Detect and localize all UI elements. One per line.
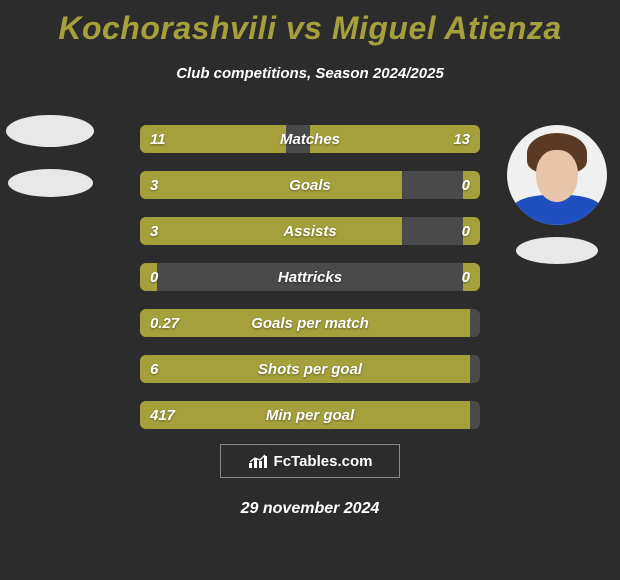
stat-value-right: 0 — [462, 171, 470, 199]
stats-container: 11Matches133Goals03Assists00Hattricks00.… — [140, 125, 480, 447]
stat-label: Shots per goal — [140, 355, 480, 383]
stat-row: 11Matches13 — [140, 125, 480, 153]
player-left-placeholder-1 — [6, 115, 94, 147]
stat-label: Goals — [140, 171, 480, 199]
stat-row: 3Assists0 — [140, 217, 480, 245]
player-right-avatar — [507, 125, 607, 225]
stat-label: Matches — [140, 125, 480, 153]
stat-row: 0.27Goals per match — [140, 309, 480, 337]
comparison-title: Kochorashvili vs Miguel Atienza — [0, 0, 620, 47]
stat-label: Hattricks — [140, 263, 480, 291]
stat-label: Min per goal — [140, 401, 480, 429]
stat-label: Assists — [140, 217, 480, 245]
stat-row: 6Shots per goal — [140, 355, 480, 383]
player-right-placeholder — [516, 237, 598, 264]
chart-icon — [248, 453, 268, 469]
footer-date: 29 november 2024 — [0, 500, 620, 518]
player-left-block — [0, 115, 100, 197]
stat-row: 3Goals0 — [140, 171, 480, 199]
player-right-block — [502, 125, 612, 264]
stat-value-right: 0 — [462, 217, 470, 245]
player-left-placeholder-2 — [8, 169, 93, 197]
stat-row: 417Min per goal — [140, 401, 480, 429]
stat-value-right: 0 — [462, 263, 470, 291]
stat-value-right: 13 — [453, 125, 470, 153]
footer-brand-text: FcTables.com — [274, 453, 373, 470]
stat-label: Goals per match — [140, 309, 480, 337]
comparison-subtitle: Club competitions, Season 2024/2025 — [0, 65, 620, 82]
stat-row: 0Hattricks0 — [140, 263, 480, 291]
footer-brand-box: FcTables.com — [220, 444, 400, 478]
